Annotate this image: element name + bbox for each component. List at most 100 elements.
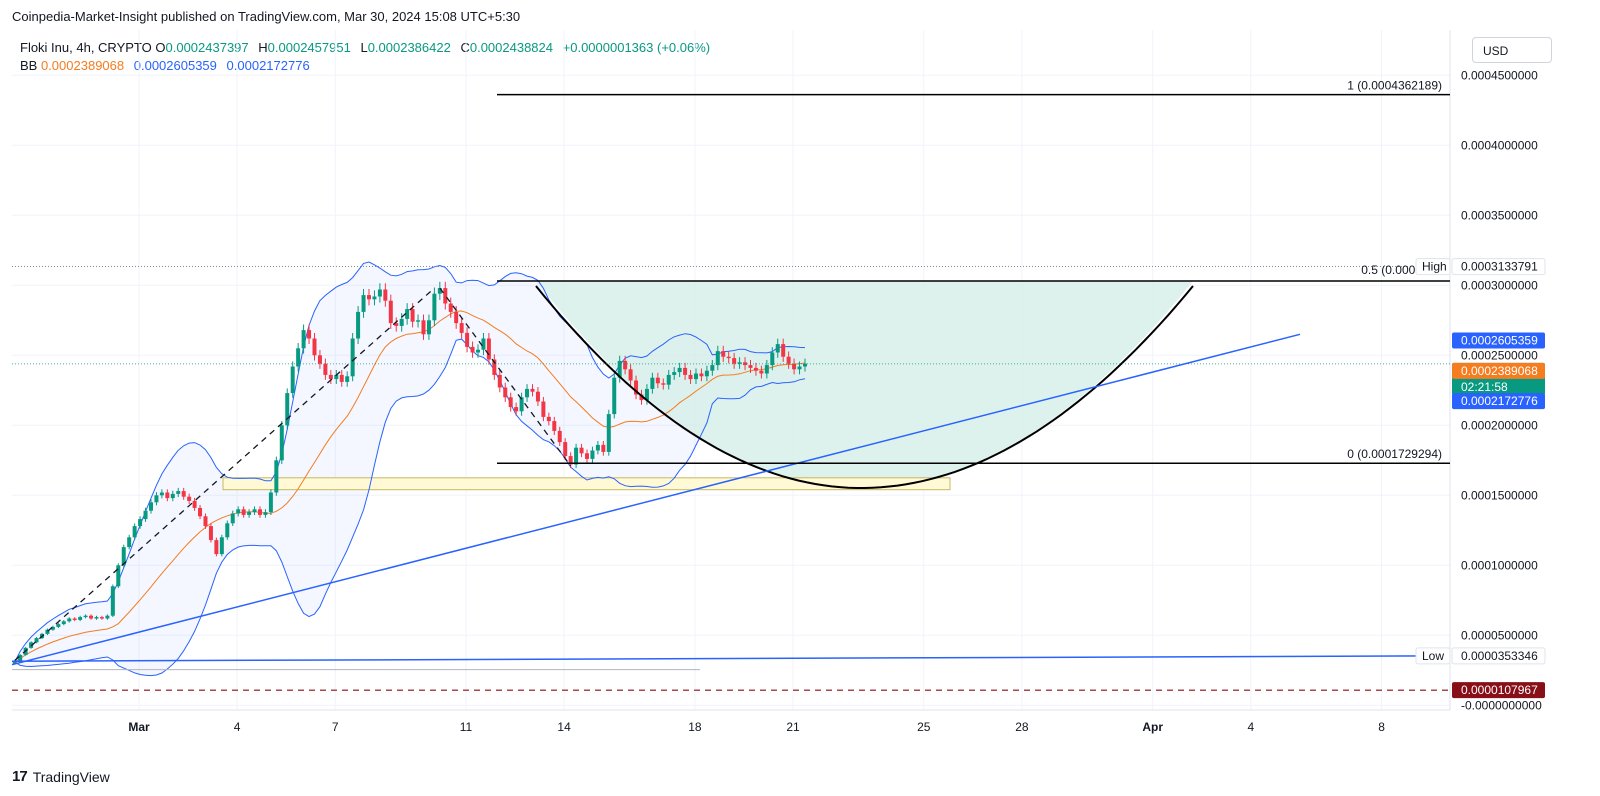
low-value: 0.0002386422 [367, 40, 451, 55]
candle-body [192, 500, 197, 508]
symbol-name[interactable]: Floki Inu, 4h, CRYPTO [20, 40, 152, 55]
candle-body [301, 330, 306, 349]
price-tag-name: Low [1422, 649, 1444, 663]
bb-upper-line [14, 261, 806, 663]
candle-body [165, 492, 170, 499]
bb-upper-value: 0.0002605359 [133, 58, 217, 73]
bb-lower-value: 0.0002172776 [226, 58, 310, 73]
candle-body [328, 374, 333, 380]
high-label: H [258, 40, 268, 55]
symbol-legend: Floki Inu, 4h, CRYPTO O0.0002437397 H0.0… [20, 40, 716, 55]
bb-legend: BB 0.0002389068 0.0002605359 0.000217277… [20, 58, 316, 73]
candle-body [628, 369, 633, 381]
bb-label[interactable]: BB [20, 58, 38, 73]
low-level-line [11, 655, 1451, 662]
candle-body [753, 367, 758, 371]
price-tag-name-box [1415, 258, 1451, 276]
x-axis-tick-label: 8 [1378, 720, 1385, 734]
candle-body [715, 351, 720, 366]
candle-body [274, 460, 279, 493]
candle-body [541, 401, 546, 417]
x-axis-tick-label: 14 [557, 720, 571, 734]
price-tag-value: 0.0002605359 [1461, 334, 1538, 348]
price-tag-value: 0.0000107967 [1461, 683, 1538, 697]
candle-body [350, 338, 355, 377]
price-tag-value: 0.0002389068 [1461, 364, 1538, 378]
close-label: C [460, 40, 470, 55]
candle-body [693, 373, 698, 380]
candle-body [263, 512, 268, 515]
candle-body [710, 365, 715, 371]
candle-body [219, 537, 224, 555]
candle-body [372, 296, 377, 300]
candle-body [421, 320, 426, 335]
candle-body [514, 407, 519, 412]
candle-body [590, 450, 595, 459]
candle-body [486, 338, 491, 360]
candle-body [296, 348, 301, 367]
candle-body [334, 374, 339, 380]
candle-body [655, 377, 660, 384]
candle-body [759, 370, 764, 374]
dashed-uptrend-line [14, 287, 435, 661]
candle-body [405, 309, 410, 319]
candle-body [792, 363, 797, 370]
open-value: 0.0002437397 [165, 40, 249, 55]
candle-body [143, 510, 148, 520]
candle-body [574, 447, 579, 465]
candle-body [497, 374, 502, 388]
candle-body [699, 373, 704, 377]
candle-body [721, 351, 726, 357]
candle-body [110, 586, 115, 616]
y-axis-tick-label: 0.0003500000 [1461, 208, 1538, 222]
candle-body [606, 414, 611, 452]
price-tag-box [1452, 682, 1545, 699]
candle-body [247, 512, 252, 515]
candle-body [802, 363, 807, 367]
y-axis-tick-label: 0.0001000000 [1461, 558, 1538, 572]
price-tag-name-box [1415, 647, 1451, 665]
price-tag-name: High [1422, 260, 1447, 274]
candle-body [557, 430, 562, 443]
tradingview-logo-icon: 17 [12, 768, 28, 785]
candle-body [492, 359, 497, 375]
candle-body [127, 537, 132, 548]
candle-body [563, 442, 568, 457]
x-axis-tick-label: Apr [1142, 720, 1163, 734]
candle-body [737, 362, 742, 364]
dashed-downtrend-line [439, 287, 572, 467]
candle-body [579, 447, 584, 454]
y-axis-tick-label: 0.0002000000 [1461, 418, 1538, 432]
candle-body [639, 394, 644, 401]
candle-body [661, 383, 666, 385]
candle-body [56, 624, 61, 627]
candle-body [89, 615, 94, 619]
candle-body [361, 295, 366, 312]
price-tag-value: 0.0000353346 [1461, 649, 1538, 663]
candle-body [388, 300, 393, 324]
candle-body [481, 338, 486, 350]
candle-body [116, 565, 121, 587]
candle-body [764, 365, 769, 374]
candle-body [290, 366, 295, 394]
y-axis-tick-label: -0.0000000000 [1461, 698, 1542, 712]
candle-body [18, 654, 23, 662]
candle-body [775, 344, 780, 353]
candle-body [634, 380, 639, 395]
currency-button[interactable]: USD [1472, 37, 1552, 63]
candle-body [426, 320, 431, 335]
y-axis-tick-label: 0.0004500000 [1461, 68, 1538, 82]
candle-body [345, 376, 350, 382]
candle-body [726, 356, 731, 359]
x-axis-tick-label: 28 [1015, 720, 1029, 734]
candle-body [394, 323, 399, 326]
candle-body [181, 491, 186, 497]
support-zone-box [222, 477, 951, 491]
candle-body [285, 393, 290, 426]
candle-body [252, 509, 257, 513]
price-tag-box [1452, 362, 1545, 379]
candle-body [339, 374, 344, 382]
price-tag-box [1451, 258, 1546, 276]
candle-body [650, 377, 655, 389]
